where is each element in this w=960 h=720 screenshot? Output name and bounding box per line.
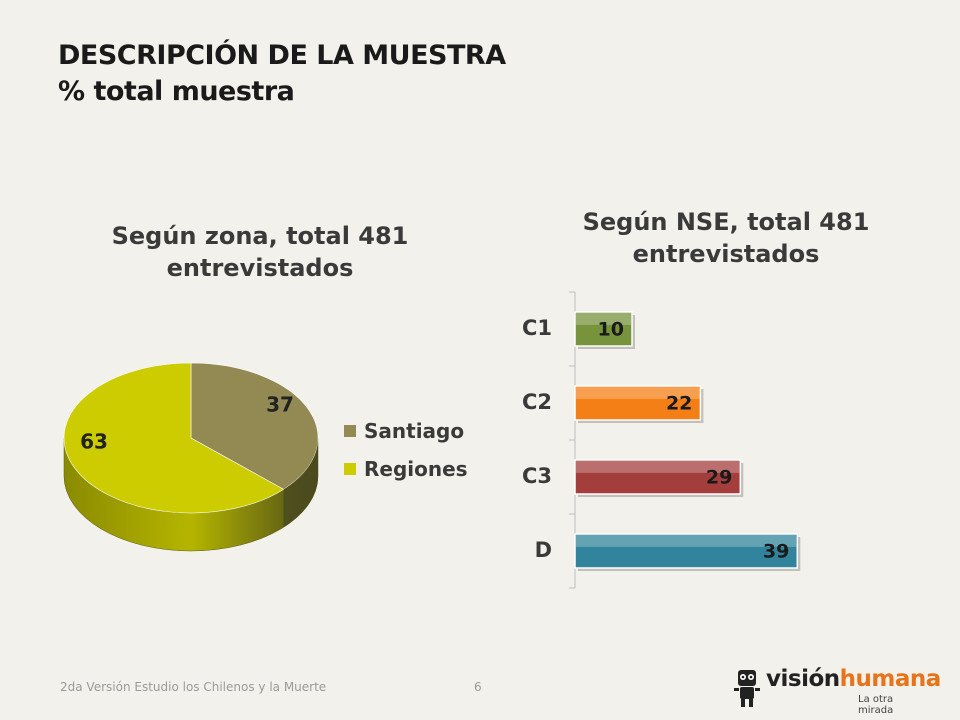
bar-category-c2: C2	[522, 390, 552, 414]
pie-title-line1: Según zona, total 481	[111, 222, 409, 250]
legend-item-santiago: Santiago	[344, 412, 468, 450]
legend-swatch-santiago	[344, 425, 356, 437]
bar-category-c1: C1	[522, 316, 552, 340]
pie-side-santiago	[283, 438, 318, 528]
logo-word1: visión	[766, 666, 840, 692]
bar-highlight	[576, 461, 740, 473]
bar-title-line1: Según NSE, total 481	[582, 208, 870, 236]
pie-title-line2: entrevistados	[166, 254, 354, 282]
bar-title-line2: entrevistados	[632, 240, 820, 268]
bar-highlight	[576, 313, 631, 325]
logo-word2: humana	[839, 666, 942, 692]
page-title-line1: DESCRIPCIÓN DE LA MUESTRA	[58, 40, 506, 71]
bar-highlight	[576, 387, 700, 399]
bar-c2	[574, 385, 702, 421]
legend-label-santiago: Santiago	[364, 419, 465, 443]
bar-value-d: 39	[763, 541, 789, 563]
pie-legend: Santiago Regiones	[344, 412, 468, 488]
page-title: DESCRIPCIÓN DE LA MUESTRA % total muestr…	[58, 38, 506, 110]
legend-label-regiones: Regiones	[364, 457, 468, 481]
page-number: 6	[474, 680, 482, 694]
pie-label-regiones: 63	[80, 430, 108, 454]
pie-slice-regiones	[63, 362, 285, 514]
brand-logo: visiónhumana La otra mirada	[732, 664, 941, 716]
page-title-line2: % total muestra	[58, 76, 295, 107]
bar-chart-title: Según NSE, total 481 entrevistados	[526, 206, 926, 270]
bar-value-c1: 10	[598, 319, 624, 341]
bar-value-c3: 29	[706, 467, 732, 489]
logo-mascot-icon	[734, 670, 760, 707]
logo-tagline: La otra mirada	[858, 694, 894, 716]
bar-highlight	[576, 535, 797, 547]
bar-category-c3: C3	[522, 464, 552, 488]
bar-value-c2: 22	[666, 393, 692, 415]
logo-wordmark: visiónhumana	[766, 666, 941, 692]
bar-category-d: D	[535, 538, 552, 562]
bar-d	[574, 533, 799, 569]
bar-c3	[574, 459, 742, 495]
legend-item-regiones: Regiones	[344, 450, 468, 488]
bar-c1	[574, 311, 633, 347]
legend-swatch-regiones	[344, 463, 356, 475]
footer-text: 2da Versión Estudio los Chilenos y la Mu…	[60, 680, 327, 694]
pie-label-santiago: 37	[266, 393, 294, 417]
pie-chart-title: Según zona, total 481 entrevistados	[60, 220, 460, 284]
